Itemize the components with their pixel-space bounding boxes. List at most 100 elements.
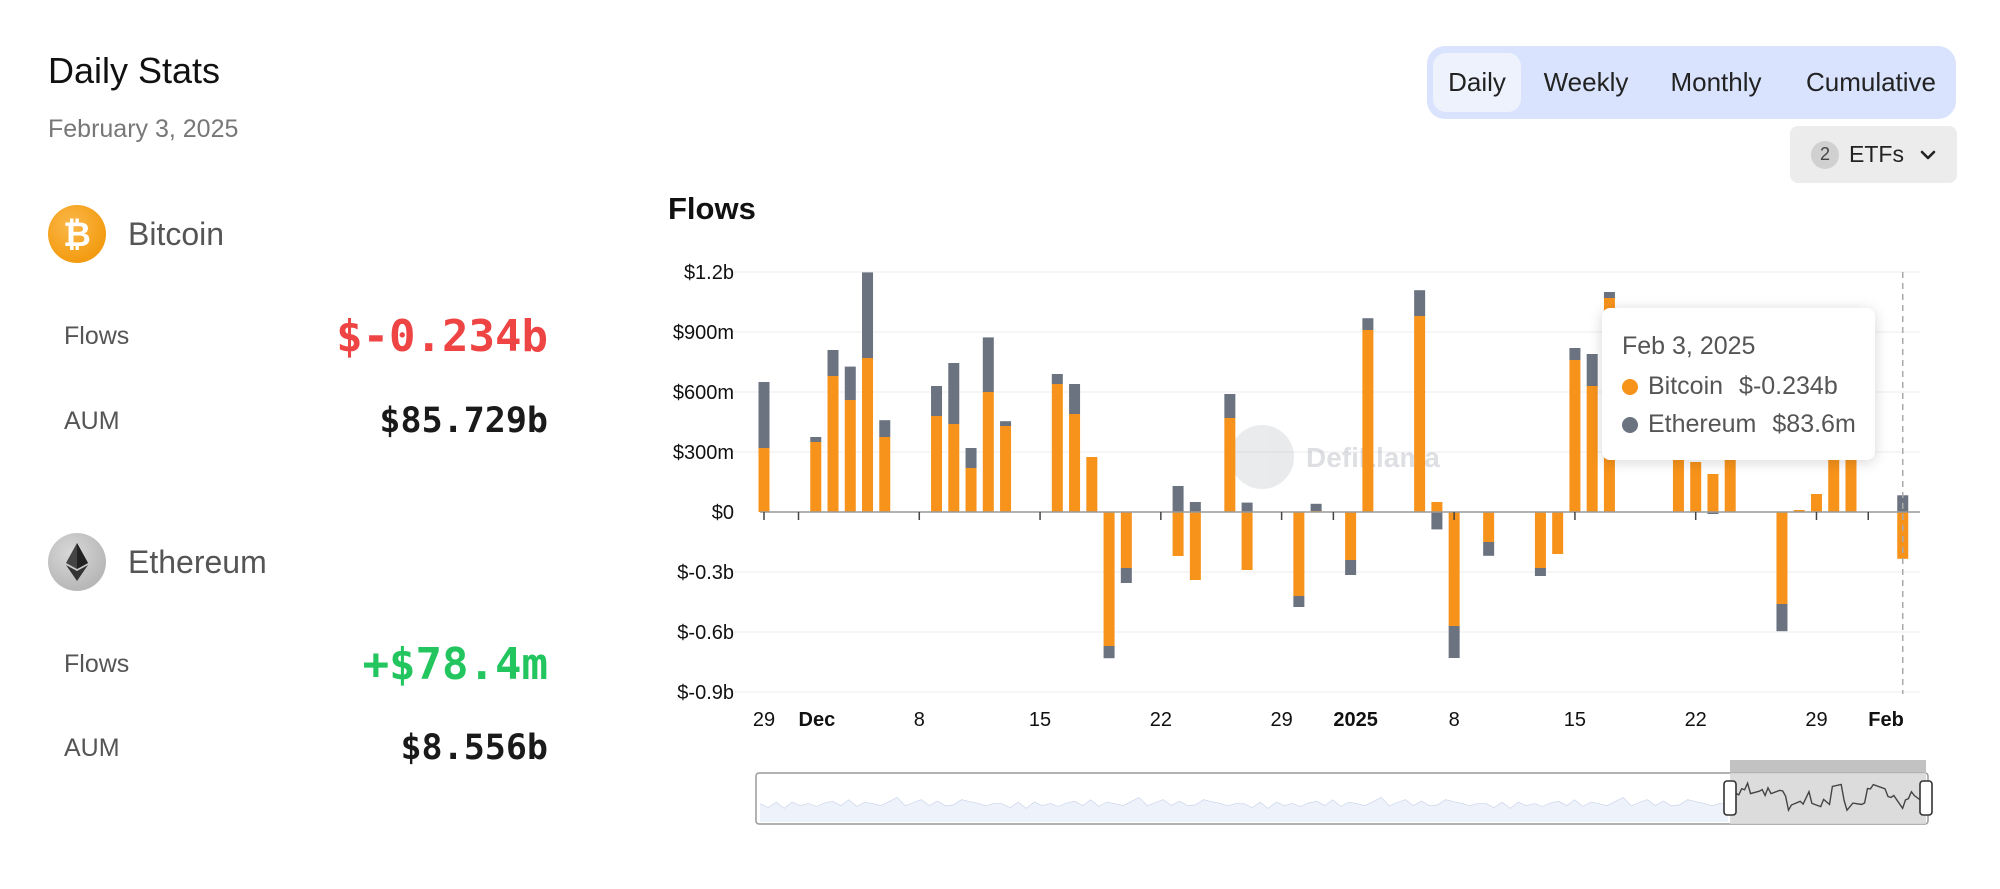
bar-ethereum	[862, 272, 874, 358]
y-tick-label: $600m	[673, 382, 734, 404]
x-tick-label: 8	[914, 709, 925, 731]
bar-ethereum	[1000, 421, 1012, 426]
bar-ethereum	[1293, 596, 1305, 607]
bar-bitcoin	[948, 424, 960, 512]
tooltip-date: Feb 3, 2025	[1622, 332, 1756, 360]
bar-bitcoin	[1845, 448, 1857, 512]
tooltip-series-name: Bitcoin	[1648, 372, 1724, 400]
bar-ethereum	[1189, 502, 1201, 512]
ethereum-aum-value: $8.556b	[400, 728, 548, 768]
bar-bitcoin	[827, 376, 839, 512]
aum-label: AUM	[64, 733, 120, 762]
y-tick-label: $300m	[673, 442, 734, 464]
bar-ethereum	[965, 448, 977, 468]
ethereum-icon	[48, 533, 106, 591]
bar-bitcoin	[1810, 494, 1822, 512]
x-tick-label: 2025	[1333, 709, 1378, 731]
bar-ethereum	[948, 363, 960, 424]
stats-date: February 3, 2025	[48, 115, 239, 143]
bar-ethereum	[1172, 486, 1184, 512]
bar-bitcoin	[1103, 512, 1115, 646]
bar-ethereum	[1569, 348, 1581, 360]
bar-ethereum	[1448, 626, 1460, 658]
bar-bitcoin	[1448, 512, 1460, 626]
y-tick-label: $-0.3b	[677, 562, 734, 584]
bar-bitcoin	[931, 416, 943, 512]
bar-bitcoin	[1431, 502, 1443, 512]
tooltip-ethereum-dot	[1622, 416, 1638, 433]
bar-ethereum	[844, 366, 856, 400]
bar-bitcoin	[1586, 386, 1598, 512]
tooltip-series-name: Ethereum	[1648, 410, 1757, 438]
flows-label: Flows	[64, 649, 130, 678]
tooltip-row-ethereum: Ethereum $83.6m	[1622, 410, 1856, 439]
x-tick-label: Feb	[1868, 709, 1904, 731]
bar-ethereum	[879, 420, 891, 437]
data-zoom-slider[interactable]	[755, 760, 1933, 825]
tooltip-row-bitcoin: Bitcoin $-0.234b	[1622, 372, 1838, 401]
x-tick-label: 15	[1564, 709, 1586, 731]
bitcoin-flows-row: Flows $-0.234b	[64, 306, 548, 366]
x-tick-label: 22	[1685, 709, 1707, 731]
chart-title: Flows	[668, 191, 756, 226]
bar-ethereum	[1310, 503, 1322, 511]
bar-ethereum	[1483, 542, 1495, 556]
bar-bitcoin	[982, 392, 994, 512]
ethereum-flows-value: +$78.4m	[362, 638, 548, 690]
bar-ethereum	[1776, 604, 1788, 632]
tab-weekly[interactable]: Weekly	[1543, 67, 1629, 97]
bar-ethereum	[1120, 568, 1132, 583]
bar-bitcoin	[810, 442, 822, 512]
svg-text:₿: ₿	[63, 215, 91, 255]
bar-ethereum	[1051, 374, 1063, 384]
bar-ethereum	[1345, 560, 1357, 575]
y-tick-label: $-0.9b	[677, 682, 734, 704]
bar-bitcoin	[1897, 512, 1909, 559]
ethereum-header: Ethereum	[48, 533, 267, 591]
x-tick-label: 29	[1270, 709, 1292, 731]
bar-bitcoin	[1690, 462, 1702, 512]
bar-bitcoin	[1120, 512, 1132, 568]
bar-bitcoin	[1534, 512, 1546, 568]
bar-ethereum	[1224, 394, 1236, 418]
bar-bitcoin	[1707, 474, 1719, 512]
bar-bitcoin	[1793, 510, 1805, 512]
bar-bitcoin	[758, 448, 770, 512]
etf-count-badge: 2	[1811, 140, 1840, 169]
bar-bitcoin	[844, 400, 856, 512]
asset-name: Ethereum	[128, 543, 267, 580]
tab-cumulative[interactable]: Cumulative	[1805, 67, 1937, 97]
bar-bitcoin	[1724, 448, 1736, 512]
x-tick-label: 15	[1029, 709, 1051, 731]
tab-monthly[interactable]: Monthly	[1670, 67, 1762, 97]
tooltip-series-value: $-0.234b	[1739, 372, 1838, 400]
bar-ethereum	[1586, 354, 1598, 386]
bar-bitcoin	[965, 468, 977, 512]
bar-ethereum	[758, 382, 770, 448]
navigator-overview-area	[760, 797, 1728, 822]
bar-bitcoin	[1000, 426, 1012, 512]
bar-ethereum	[810, 437, 822, 442]
y-tick-label: $-0.6b	[677, 622, 734, 644]
navigator-selected-range	[1730, 773, 1926, 824]
bar-bitcoin	[1569, 360, 1581, 512]
bar-bitcoin	[1086, 457, 1098, 512]
page-title: Daily Stats	[48, 50, 221, 91]
aum-label: AUM	[64, 406, 120, 435]
bar-bitcoin	[1051, 384, 1063, 512]
bar-bitcoin	[1345, 512, 1357, 560]
bar-ethereum	[1603, 292, 1615, 298]
x-tick-label: 8	[1449, 709, 1460, 731]
bar-bitcoin	[862, 358, 874, 512]
bitcoin-flows-value: $-0.234b	[336, 310, 548, 362]
ethereum-flows-row: Flows +$78.4m	[64, 634, 548, 694]
bar-bitcoin	[1224, 418, 1236, 512]
tab-daily[interactable]: Daily	[1433, 53, 1521, 112]
etf-filter-button[interactable]: 2 ETFs	[1790, 126, 1957, 183]
navigator-selected-line	[1729, 781, 1924, 813]
bar-bitcoin	[1362, 330, 1374, 512]
bar-bitcoin	[1776, 512, 1788, 604]
navigator-left-handle	[1723, 780, 1737, 816]
bar-ethereum	[1362, 318, 1374, 330]
bar-bitcoin	[1172, 512, 1184, 556]
